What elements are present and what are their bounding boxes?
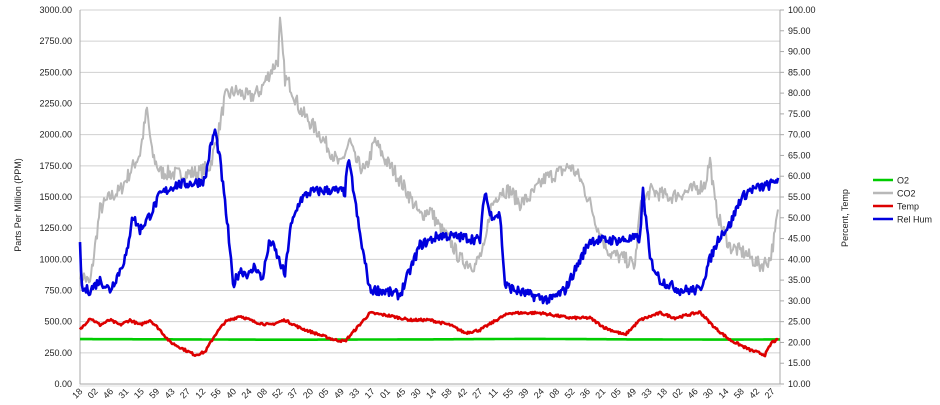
y2-tick-label: 55.00 bbox=[788, 192, 811, 202]
x-tick-label: 02 bbox=[670, 386, 684, 400]
x-tick-label: 30 bbox=[701, 386, 715, 400]
x-tick-label: 05 bbox=[609, 386, 623, 400]
y2-tick-label: 80.00 bbox=[788, 88, 811, 98]
y2-tick-label: 70.00 bbox=[788, 130, 811, 140]
x-tick-label: 59 bbox=[147, 386, 161, 400]
x-tick-label: 55 bbox=[501, 386, 515, 400]
y2-tick-label: 20.00 bbox=[788, 337, 811, 347]
y-tick-label: 2000.00 bbox=[39, 130, 72, 140]
x-tick-label: 49 bbox=[624, 386, 638, 400]
right-axis-ticks: 10.00 15.00 20.00 25.00 30.00 35.00 40.00 45.00… bbox=[780, 5, 816, 389]
x-tick-label: 46 bbox=[101, 386, 115, 400]
y2-tick-label: 60.00 bbox=[788, 171, 811, 181]
y-tick-label: 250.00 bbox=[44, 348, 72, 358]
x-tick-label: 27 bbox=[178, 386, 192, 400]
x-tick-label: 31 bbox=[116, 386, 130, 400]
x-tick-label: 30 bbox=[409, 386, 423, 400]
series-line-temp bbox=[78, 310, 779, 358]
legend-label: CO2 bbox=[897, 189, 916, 199]
x-tick-label: 37 bbox=[286, 386, 300, 400]
series-line-co2 bbox=[79, 16, 779, 284]
x-tick-label: 20 bbox=[301, 386, 315, 400]
y-tick-label: 2500.00 bbox=[39, 67, 72, 77]
series-lines bbox=[78, 16, 781, 358]
y2-tick-label: 95.00 bbox=[788, 26, 811, 36]
y-tick-label: 750.00 bbox=[44, 286, 72, 296]
x-tick-label: 56 bbox=[209, 386, 223, 400]
y2-tick-label: 30.00 bbox=[788, 296, 811, 306]
legend: O2 CO2 Temp Rel Hum bbox=[873, 176, 932, 225]
x-tick-label: 33 bbox=[639, 386, 653, 400]
x-tick-label: 18 bbox=[70, 386, 84, 400]
y-tick-label: 500.00 bbox=[44, 317, 72, 327]
x-tick-label: 17 bbox=[363, 386, 377, 400]
x-tick-label: 21 bbox=[593, 386, 607, 400]
x-tick-label: 02 bbox=[86, 386, 100, 400]
x-tick-label: 27 bbox=[763, 386, 777, 400]
x-tick-label: 08 bbox=[255, 386, 269, 400]
y-tick-label: 2250.00 bbox=[39, 99, 72, 109]
x-tick-label: 01 bbox=[378, 386, 392, 400]
x-tick-label: 11 bbox=[486, 386, 500, 400]
x-tick-label: 24 bbox=[239, 386, 253, 400]
x-tick-label: 40 bbox=[224, 386, 238, 400]
series-line-rel-hum bbox=[78, 128, 780, 305]
legend-label: O2 bbox=[897, 176, 909, 186]
y-tick-label: 1500.00 bbox=[39, 192, 72, 202]
y-tick-label: 2750.00 bbox=[39, 36, 72, 46]
x-tick-label: 45 bbox=[393, 386, 407, 400]
x-axis-ticks: 18 02 46 31 15 59 43 27 12 56 40 24 08 52 37 20 05 49 33 17… bbox=[70, 384, 781, 400]
y2-tick-label: 10.00 bbox=[788, 379, 811, 389]
x-tick-label: 36 bbox=[578, 386, 592, 400]
y-tick-label: 0.00 bbox=[54, 379, 72, 389]
x-tick-label: 46 bbox=[686, 386, 700, 400]
y-tick-label: 1000.00 bbox=[39, 254, 72, 264]
x-tick-label: 14 bbox=[424, 386, 438, 400]
x-tick-label: 05 bbox=[316, 386, 330, 400]
x-tick-label: 15 bbox=[132, 386, 146, 400]
x-tick-label: 49 bbox=[332, 386, 346, 400]
y2-axis-label: Percent, Temp bbox=[840, 189, 850, 247]
x-tick-label: 43 bbox=[163, 386, 177, 400]
y-tick-label: 3000.00 bbox=[39, 5, 72, 15]
y2-tick-label: 45.00 bbox=[788, 234, 811, 244]
series-line-o2 bbox=[79, 337, 781, 341]
y2-tick-label: 50.00 bbox=[788, 213, 811, 223]
gridlines bbox=[79, 9, 781, 385]
y2-tick-label: 35.00 bbox=[788, 275, 811, 285]
y2-tick-label: 85.00 bbox=[788, 67, 811, 77]
x-tick-label: 24 bbox=[532, 386, 546, 400]
y2-tick-label: 90.00 bbox=[788, 47, 811, 57]
x-tick-label: 42 bbox=[455, 386, 469, 400]
x-tick-label: 27 bbox=[470, 386, 484, 400]
y-axis-label: Parts Per Million (PPM) bbox=[13, 158, 23, 252]
legend-label: Rel Hum bbox=[897, 215, 932, 225]
y2-tick-label: 25.00 bbox=[788, 317, 811, 327]
y2-tick-label: 75.00 bbox=[788, 109, 811, 119]
x-tick-label: 14 bbox=[716, 386, 730, 400]
x-tick-label: 58 bbox=[732, 386, 746, 400]
x-tick-label: 08 bbox=[547, 386, 561, 400]
left-axis-ticks: 0.00 250.00 500.00 750.00 1000.00 1250.00 1500… bbox=[39, 5, 72, 389]
x-tick-label: 52 bbox=[563, 386, 577, 400]
x-tick-label: 12 bbox=[193, 386, 207, 400]
x-tick-label: 42 bbox=[747, 386, 761, 400]
legend-label: Temp bbox=[897, 202, 919, 212]
y2-tick-label: 40.00 bbox=[788, 254, 811, 264]
y-tick-label: 1250.00 bbox=[39, 223, 72, 233]
x-tick-label: 33 bbox=[347, 386, 361, 400]
y-tick-label: 1750.00 bbox=[39, 161, 72, 171]
y2-tick-label: 100.00 bbox=[788, 5, 816, 15]
x-tick-label: 58 bbox=[439, 386, 453, 400]
y2-tick-label: 15.00 bbox=[788, 358, 811, 368]
x-tick-label: 18 bbox=[655, 386, 669, 400]
x-tick-label: 52 bbox=[270, 386, 284, 400]
x-tick-label: 39 bbox=[516, 386, 530, 400]
y2-tick-label: 65.00 bbox=[788, 150, 811, 160]
